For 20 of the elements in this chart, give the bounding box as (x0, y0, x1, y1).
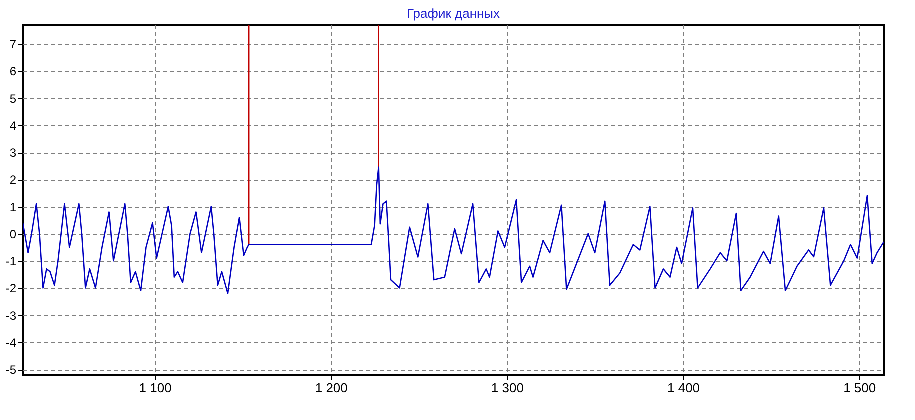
y-tick-label: -5 (6, 363, 17, 378)
y-tick-label: 2 (10, 173, 17, 188)
x-tick-label: 1 100 (139, 380, 172, 396)
y-tick-label: 4 (10, 118, 17, 133)
y-tick-label: -4 (6, 336, 17, 350)
y-tick-label: 1 (10, 200, 17, 214)
x-tick-label: 1 200 (315, 380, 348, 396)
chart-title: График данных (406, 6, 501, 21)
y-tick-label: 0 (10, 227, 17, 242)
x-tick-label: 1 400 (668, 380, 700, 396)
y-tick-label: -3 (6, 308, 17, 323)
y-tick-label: -1 (6, 254, 17, 269)
y-tick-label: 3 (10, 146, 17, 160)
y-tick-label: -2 (6, 282, 17, 296)
y-tick-label: 7 (10, 37, 17, 52)
x-tick-label: 1 300 (491, 380, 524, 396)
y-tick-label: 5 (10, 92, 17, 106)
x-tick-label: 1 500 (844, 380, 876, 396)
y-tick-label: 6 (10, 64, 17, 79)
line-series (23, 166, 884, 294)
